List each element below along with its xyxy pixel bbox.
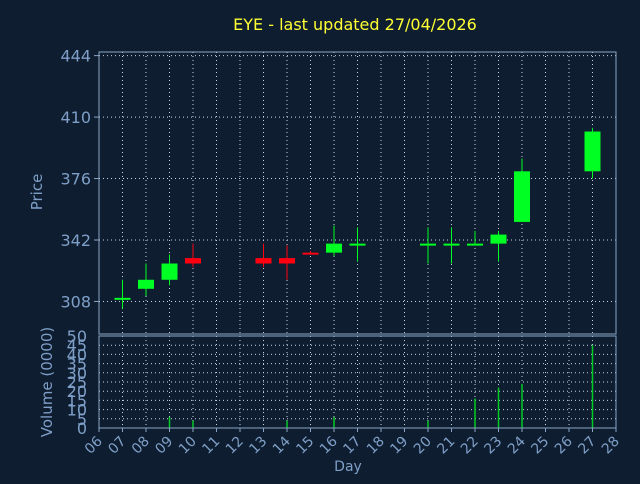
candle-body — [185, 258, 201, 264]
candle-body — [138, 279, 154, 289]
candle — [114, 279, 131, 309]
volume-panel-frame — [98, 335, 617, 429]
candle — [326, 225, 342, 257]
volume-tick-label: 5 — [77, 410, 87, 429]
price-axis-label: Price — [28, 174, 46, 211]
candle-body — [584, 131, 601, 172]
candles — [114, 127, 601, 309]
candle-body — [302, 252, 319, 255]
price-tick-label: 444 — [60, 47, 91, 66]
candle — [255, 243, 272, 268]
volume-tick-label: 50 — [67, 327, 87, 346]
candle-body — [443, 243, 460, 246]
candle — [443, 227, 460, 264]
volume-tick-label: 45 — [67, 336, 87, 355]
candle — [279, 245, 295, 280]
candle — [584, 127, 601, 179]
chart-title: EYE - last updated 27/04/2026 — [233, 15, 477, 34]
candle-body — [514, 171, 530, 222]
candle — [185, 243, 201, 268]
candle — [467, 230, 483, 246]
price-panel-frame — [98, 51, 617, 335]
volume-tick-label: 30 — [67, 364, 87, 383]
candle — [138, 263, 154, 297]
volume-tick-label: 35 — [67, 355, 87, 374]
volume-tick-label: 0 — [77, 419, 87, 438]
volume-tick-label: 25 — [67, 373, 87, 392]
price-tick-labels: 308 342 376 410 444 — [60, 47, 99, 311]
volume-axis-label: Volume (0000) — [38, 327, 56, 437]
candle-body — [490, 234, 507, 244]
candle — [161, 254, 178, 286]
volume-tick-label: 10 — [67, 401, 87, 420]
volume-tick-label: 15 — [67, 391, 87, 410]
price-tick-label: 410 — [60, 108, 91, 127]
candle-body — [349, 243, 366, 246]
x-axis-label: Day — [334, 459, 362, 475]
candle-body — [279, 258, 295, 264]
volume-tick-label: 20 — [67, 382, 87, 401]
candle-body — [467, 243, 483, 246]
price-tick-label: 376 — [60, 170, 91, 189]
candle — [349, 227, 366, 262]
volume-tick-label: 40 — [67, 345, 87, 364]
candle — [420, 227, 436, 264]
candle — [490, 230, 507, 262]
price-tick-label: 342 — [60, 231, 91, 250]
candle-body — [161, 263, 178, 280]
candle-body — [255, 258, 272, 264]
candle-body — [114, 297, 131, 300]
candle-body — [420, 243, 436, 246]
price-tick-label: 308 — [60, 292, 91, 311]
candle — [514, 158, 530, 222]
candle — [302, 250, 319, 255]
candle-body — [326, 243, 342, 253]
volume-bars — [168, 345, 594, 428]
